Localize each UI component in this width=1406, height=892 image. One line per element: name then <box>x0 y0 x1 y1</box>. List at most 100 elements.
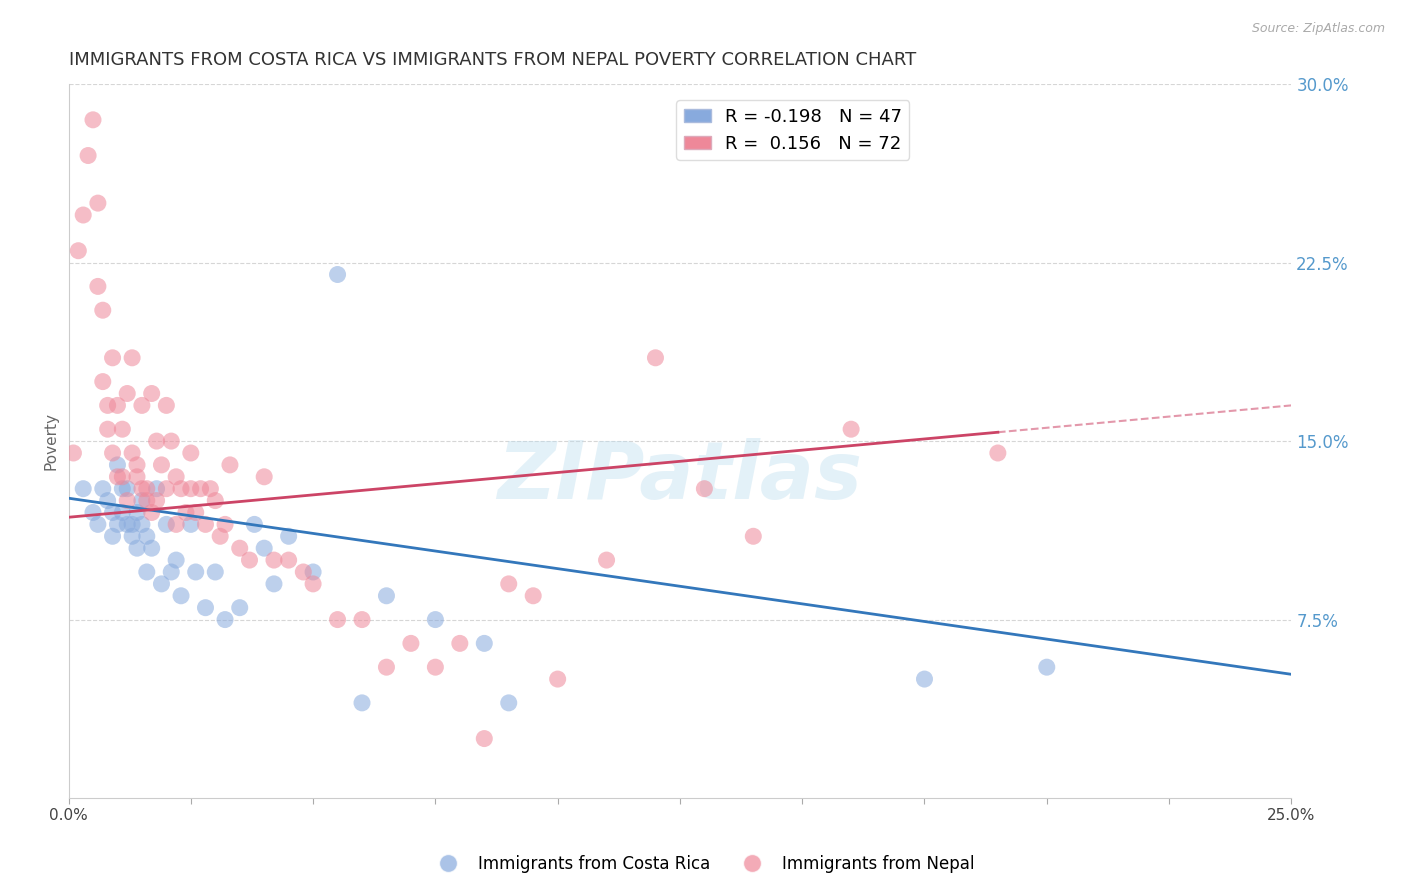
Point <box>141 386 163 401</box>
Point <box>145 434 167 448</box>
Point <box>194 600 217 615</box>
Text: Source: ZipAtlas.com: Source: ZipAtlas.com <box>1251 22 1385 36</box>
Point <box>131 517 153 532</box>
Point <box>277 553 299 567</box>
Point <box>145 493 167 508</box>
Point <box>277 529 299 543</box>
Point <box>101 506 124 520</box>
Point <box>115 386 138 401</box>
Point <box>180 446 202 460</box>
Point <box>425 613 447 627</box>
Point <box>160 565 183 579</box>
Point <box>693 482 716 496</box>
Point <box>253 541 276 556</box>
Point <box>125 470 148 484</box>
Point <box>219 458 242 472</box>
Point <box>141 541 163 556</box>
Point <box>839 422 862 436</box>
Point <box>1036 660 1059 674</box>
Point <box>302 565 325 579</box>
Point <box>165 553 187 567</box>
Point <box>184 506 207 520</box>
Text: ZIPatlas: ZIPatlas <box>498 438 862 516</box>
Point <box>155 517 177 532</box>
Point <box>350 613 373 627</box>
Point <box>165 517 187 532</box>
Point <box>595 553 617 567</box>
Point <box>97 422 120 436</box>
Point <box>141 506 163 520</box>
Point <box>125 541 148 556</box>
Point <box>214 613 236 627</box>
Point <box>742 529 765 543</box>
Point <box>62 446 84 460</box>
Point <box>107 470 129 484</box>
Point <box>111 482 134 496</box>
Point <box>326 613 349 627</box>
Point <box>91 303 114 318</box>
Point <box>238 553 260 567</box>
Point <box>97 493 120 508</box>
Point <box>87 196 110 211</box>
Point <box>107 517 129 532</box>
Point <box>472 731 495 746</box>
Point <box>91 375 114 389</box>
Point <box>82 112 104 127</box>
Point <box>125 458 148 472</box>
Point <box>243 517 266 532</box>
Point <box>214 517 236 532</box>
Point <box>472 636 495 650</box>
Point <box>97 398 120 412</box>
Point <box>135 482 157 496</box>
Point <box>229 600 252 615</box>
Point <box>350 696 373 710</box>
Point <box>263 577 285 591</box>
Text: IMMIGRANTS FROM COSTA RICA VS IMMIGRANTS FROM NEPAL POVERTY CORRELATION CHART: IMMIGRANTS FROM COSTA RICA VS IMMIGRANTS… <box>69 51 915 69</box>
Point <box>170 589 193 603</box>
Point <box>125 506 148 520</box>
Point <box>135 565 157 579</box>
Point <box>449 636 471 650</box>
Point <box>498 696 520 710</box>
Point <box>111 422 134 436</box>
Point <box>914 672 936 686</box>
Point <box>72 208 94 222</box>
Point <box>145 482 167 496</box>
Point <box>180 482 202 496</box>
Point <box>121 529 143 543</box>
Point <box>150 577 173 591</box>
Point <box>155 482 177 496</box>
Point <box>170 482 193 496</box>
Point <box>209 529 232 543</box>
Point <box>253 470 276 484</box>
Legend: Immigrants from Costa Rica, Immigrants from Nepal: Immigrants from Costa Rica, Immigrants f… <box>425 848 981 880</box>
Point <box>111 506 134 520</box>
Point <box>115 517 138 532</box>
Point <box>150 458 173 472</box>
Point <box>160 434 183 448</box>
Point <box>302 577 325 591</box>
Point <box>111 470 134 484</box>
Point <box>425 660 447 674</box>
Y-axis label: Poverty: Poverty <box>44 412 58 470</box>
Point <box>190 482 212 496</box>
Point <box>165 470 187 484</box>
Point <box>987 446 1010 460</box>
Legend: R = -0.198   N = 47, R =  0.156   N = 72: R = -0.198 N = 47, R = 0.156 N = 72 <box>676 100 910 160</box>
Point <box>644 351 666 365</box>
Point <box>101 529 124 543</box>
Point <box>180 517 202 532</box>
Point <box>174 506 197 520</box>
Point <box>292 565 315 579</box>
Point <box>204 493 226 508</box>
Point <box>135 493 157 508</box>
Point <box>107 458 129 472</box>
Point <box>77 148 100 162</box>
Point <box>115 493 138 508</box>
Point <box>121 446 143 460</box>
Point <box>263 553 285 567</box>
Point <box>204 565 226 579</box>
Point <box>72 482 94 496</box>
Point <box>399 636 422 650</box>
Point <box>67 244 90 258</box>
